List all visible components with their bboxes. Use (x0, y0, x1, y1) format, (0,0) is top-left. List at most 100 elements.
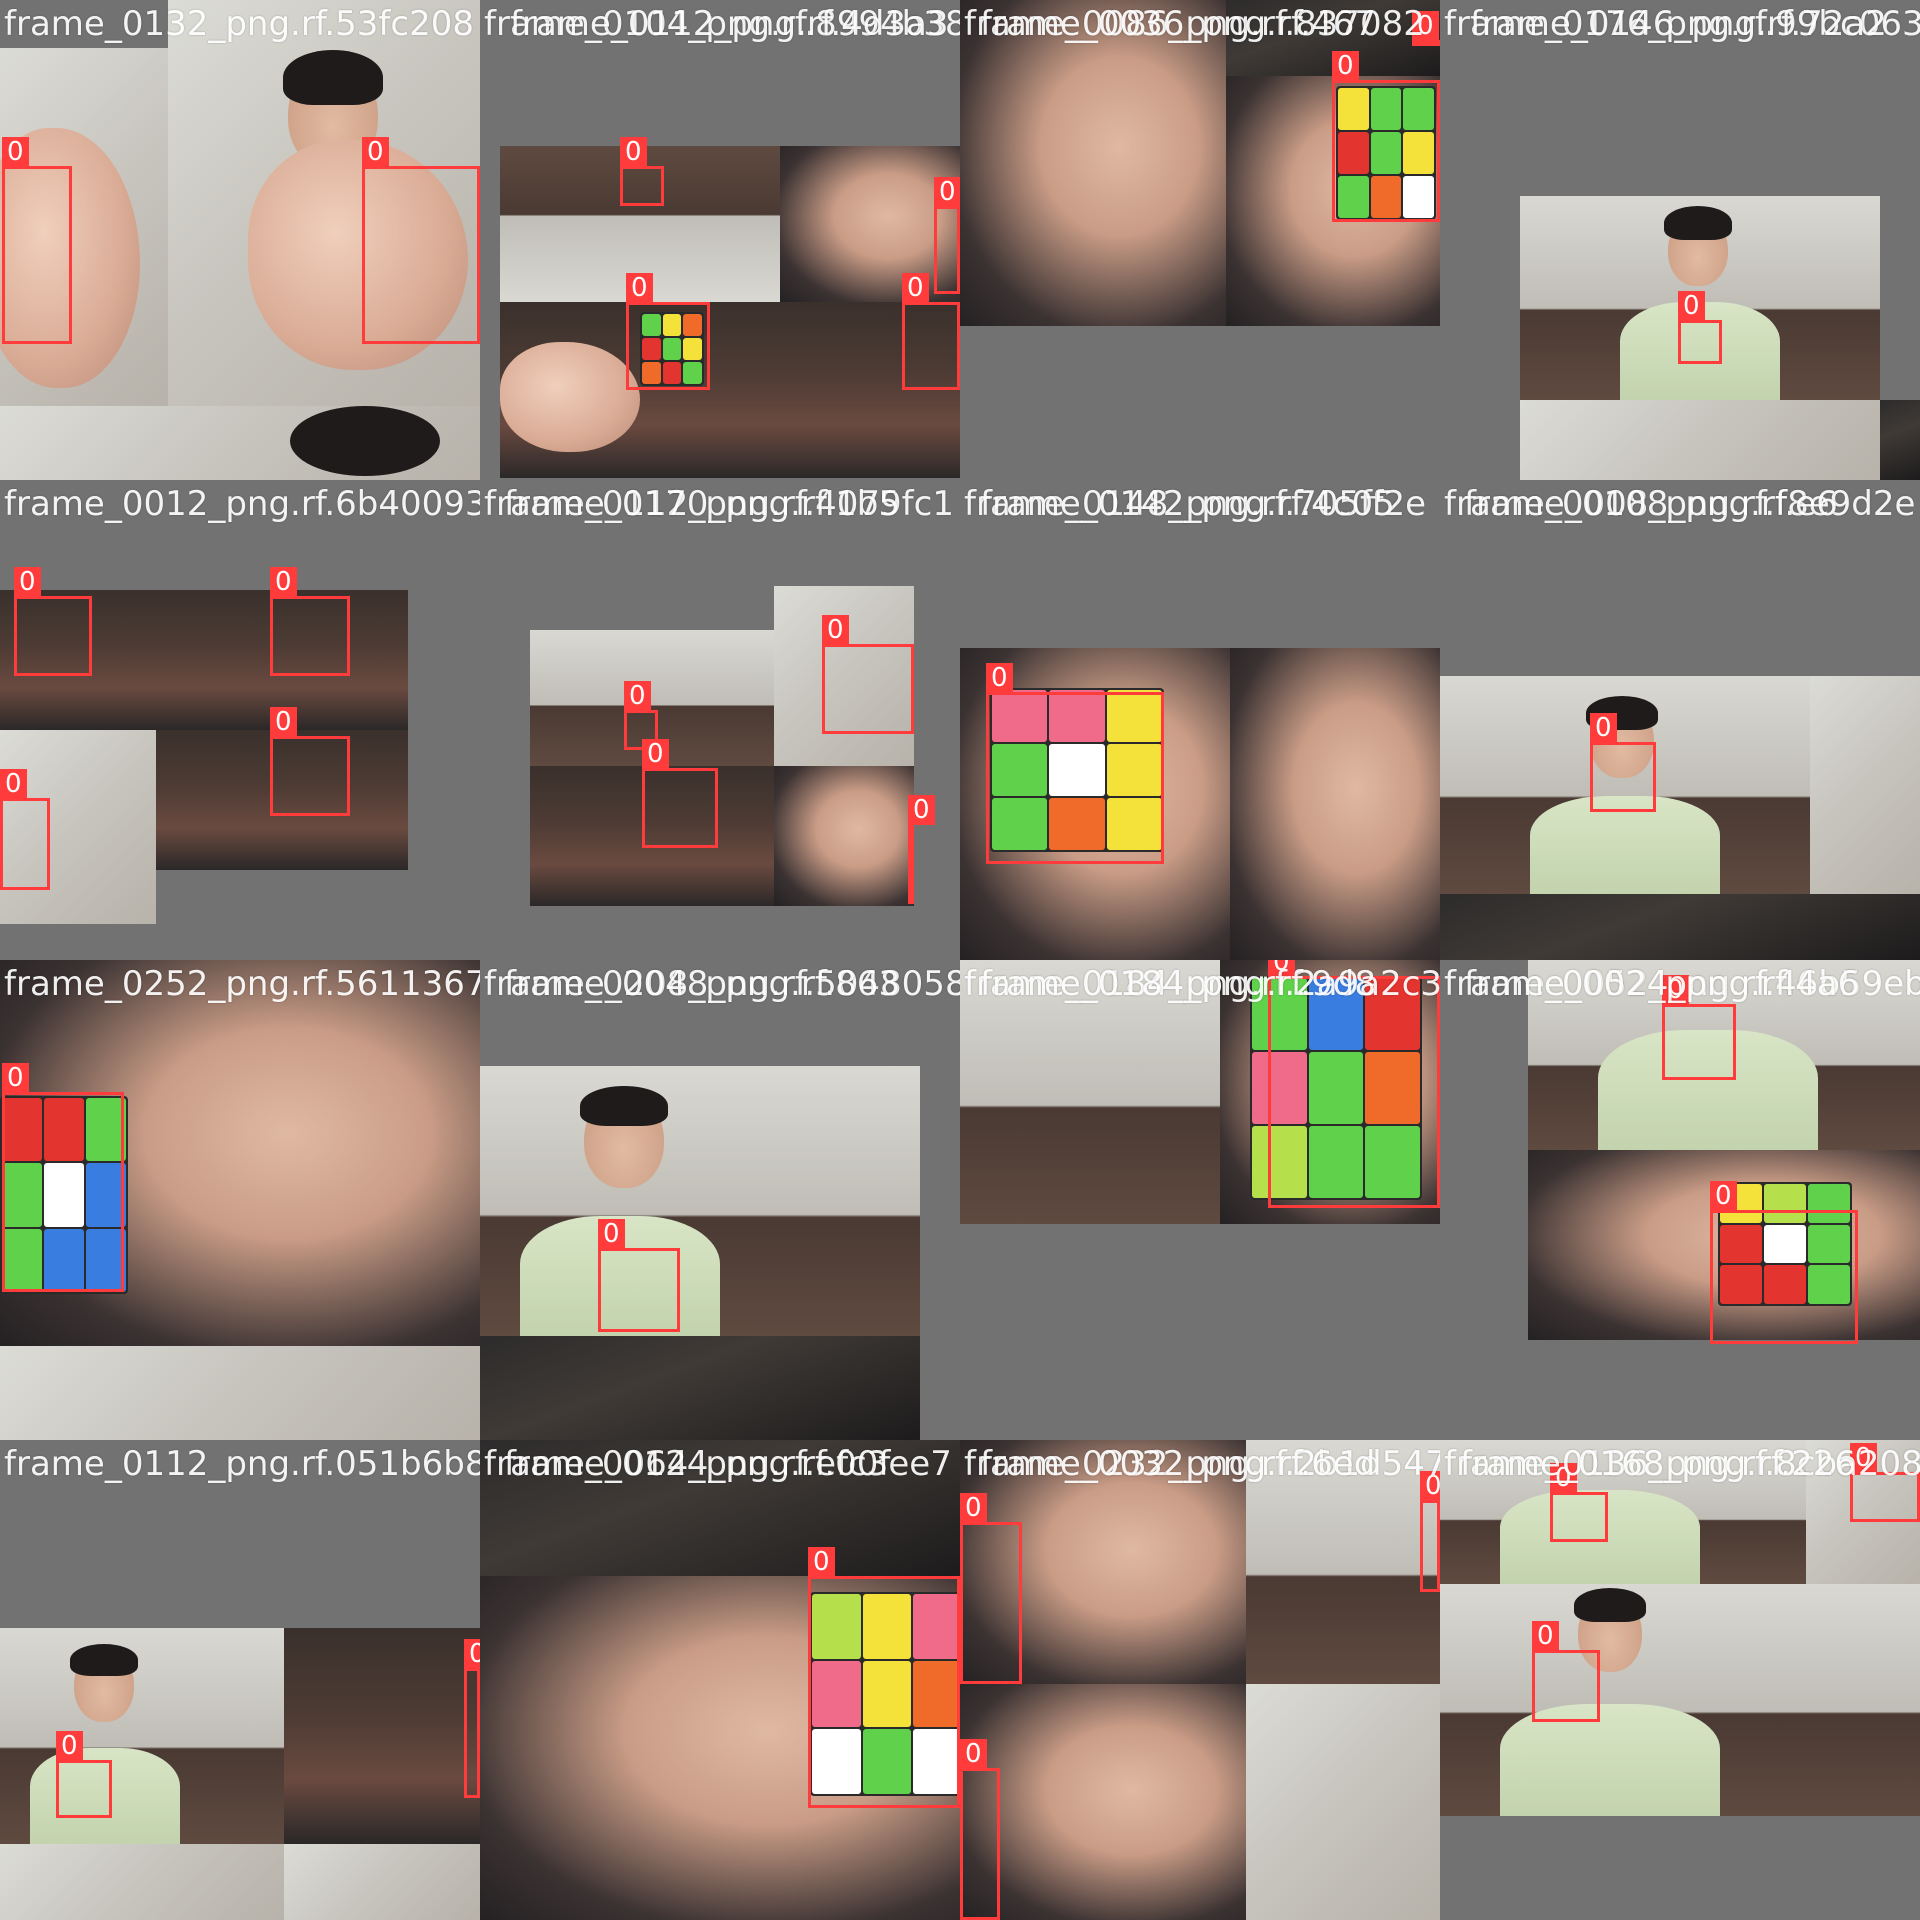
frame-image (0, 590, 156, 730)
frame-image (0, 960, 480, 1346)
frame-image (1520, 400, 1880, 480)
mosaic-tile: 0 0 0 0 frame_0012_png.rf.6b40093 (0, 480, 480, 960)
frame-image (480, 1336, 920, 1440)
mosaic-tile: 0 0 frame_0112_png.rf.051b6b8 (0, 1440, 480, 1920)
mosaic-tile: 0 0 0 0 frame_0104_png.rf.8994b38 frame_… (480, 0, 960, 480)
box-label: 0 (908, 795, 935, 825)
detection-box: 0 (1268, 960, 1440, 1208)
detection-box: 0 (960, 1739, 1000, 1920)
frame-caption-overlay: frame_0048_png.rf.863 (504, 964, 901, 1004)
box-label: 0 (1662, 975, 1689, 1005)
frame-image (168, 0, 480, 406)
frame-caption-overlay: frame_0124_png.rf.00f (504, 1444, 891, 1484)
box-label: 0 (626, 273, 653, 303)
frame-caption: frame_0112_png.rf.051b6b8 (4, 1444, 480, 1484)
mosaic-tile: 0 0 frame_0086_png.rf.837082 frame_0036_… (960, 0, 1440, 480)
frame-caption-overlay: frame_0036_png.rf.467 (980, 4, 1377, 44)
frame-caption-overlay: frame_0142_png.rf.4c05 (980, 484, 1395, 524)
detection-box: 0 (934, 177, 960, 294)
mosaic-tile: 0 frame_0208_png.rf.5048058 frame_0048_p… (480, 960, 960, 1440)
frame-image (0, 406, 480, 480)
frame-image (960, 648, 1230, 960)
rubiks-cube (990, 688, 1164, 852)
frame-image (0, 1844, 284, 1920)
box-label: 0 (464, 1639, 480, 1669)
frame-image (1246, 1440, 1440, 1684)
detection-box: 0 (1590, 713, 1656, 812)
frame-image (284, 1628, 480, 1844)
hand (248, 140, 468, 370)
frame-image (284, 1844, 480, 1920)
detection-box: 0 (822, 615, 914, 734)
box-label: 0 (362, 137, 389, 167)
box-label: 0 (620, 137, 647, 167)
box-label: 0 (624, 681, 651, 711)
frame-caption-overlay: frame_0168_png.rf.226 (1460, 1444, 1857, 1484)
frame-caption: frame_0064_png.rf.efc3ee7 (484, 1444, 952, 1484)
frame-image (1440, 894, 1920, 960)
detection-box: 0 (624, 681, 658, 750)
detection-box: 0 (2, 137, 72, 344)
frame-image (530, 766, 774, 906)
mosaic-tile: 0 frame_0184_png.rf.2a9a2c3 frame_0184_p… (960, 960, 1440, 1440)
detection-box: 0 (902, 273, 960, 390)
box-label: 0 (642, 739, 669, 769)
box-label: 0 (0, 769, 27, 799)
frame-image (156, 730, 408, 870)
box-label: 0 (14, 567, 41, 597)
mosaic-tile: 0 frame_0176_png.rf.99bc063 frame_0146_p… (1440, 0, 1920, 480)
detection-box: 0 (2, 1063, 124, 1292)
frame-image (1230, 648, 1440, 960)
mosaic-tile: 0 frame_0008_png.rf.f8e9d2e frame_0108_p… (1440, 480, 1920, 960)
frame-caption: frame_0136_png.rf.8cba208 (1444, 1444, 1920, 1484)
box-label: 0 (934, 177, 960, 207)
mosaic-tile: 0 0 0 0 frame_0112_png.rf.4079fc1 frame_… (480, 480, 960, 960)
box-label: 0 (902, 273, 929, 303)
detection-box: 0 (0, 769, 50, 890)
frame-caption: frame_0104_png.rf.8994b38 (484, 4, 960, 44)
frame-image (1246, 1684, 1440, 1920)
detection-box: 0 (1420, 1471, 1440, 1592)
frame-caption-overlay: frame_0112_png.rf.4d3a3 (510, 4, 949, 44)
box-label: 0 (822, 615, 849, 645)
frame-image (1528, 960, 1920, 1150)
rubiks-cube (0, 1096, 128, 1294)
detection-box: 0 (362, 137, 480, 344)
mosaic-tile: 0 0 frame_0052_png.rf.46b59eb frame_0024… (1440, 960, 1920, 1440)
rubiks-cube (1718, 1182, 1852, 1306)
detection-box: 0 (642, 739, 718, 848)
detection-box: 0 (270, 567, 350, 676)
person (1598, 970, 1818, 1150)
detection-box: 0 (1678, 291, 1722, 364)
frame-caption: frame_0148_png.rf.705ff2e (964, 484, 1427, 524)
frame-image (774, 766, 914, 906)
frame-image (1440, 1440, 1806, 1584)
frame-image (960, 1684, 1246, 1920)
box-label: 0 (270, 567, 297, 597)
frame-image (480, 1066, 920, 1336)
frame-caption: frame_0112_png.rf.4079fc1 (484, 484, 954, 524)
mosaic-tile: 0 frame_0148_png.rf.705ff2e frame_0142_p… (960, 480, 1440, 960)
frame-caption-overlay: frame_0024_png.rf.4a6 (1464, 964, 1860, 1004)
frame-image (1440, 1584, 1920, 1816)
frame-image (480, 1576, 960, 1920)
box-label: 0 (808, 1547, 835, 1577)
mosaic-tile: 0 0 0 frame_0232_png.rf.2b1d547 frame_00… (960, 1440, 1440, 1920)
box-label: 0 (960, 1493, 987, 1523)
frame-image (960, 960, 1220, 1224)
person (1500, 1440, 1700, 1584)
detection-box: 0 (626, 273, 710, 390)
frame-image (0, 730, 156, 924)
box-label: 0 (2, 1063, 29, 1093)
frame-caption: frame_0132_png.rf.53fc208 (4, 4, 474, 44)
box-label: 0 (1710, 1181, 1737, 1211)
frame-caption: frame_0052_png.rf.46b59eb (1444, 964, 1920, 1004)
person (30, 1644, 180, 1844)
mosaic-tile: 0 frame_0064_png.rf.efc3ee7 frame_0124_p… (480, 1440, 960, 1920)
frame-caption-overlay: frame_0108_png.rf.e6 (1464, 484, 1838, 524)
rubiks-cube (1250, 976, 1422, 1200)
detection-box: 0 (1332, 51, 1440, 222)
frame-image (960, 1440, 1246, 1684)
frame-caption-overlay: frame_0146_png.rf.72a2 (1470, 4, 1887, 44)
